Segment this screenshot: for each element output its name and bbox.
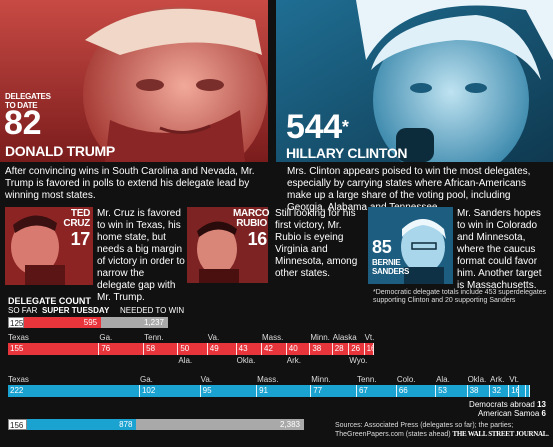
dem-super-tuesday-bar: 878 [27, 419, 137, 430]
gop-label-ga: Ga. [99, 333, 113, 342]
trump-name: DONALD TRUMP [5, 143, 115, 159]
gop-label-vt: Vt. [364, 333, 375, 342]
gop-bar-tenn: 58 [144, 343, 179, 355]
clinton-name: HILLARY CLINTON [286, 145, 408, 161]
dem-bar-texas: 222 [8, 385, 140, 397]
dem-totals-bar: 156 878 2,383 [8, 419, 304, 430]
trump-photo [0, 0, 268, 162]
dem-bar-tenn: 67 [356, 385, 397, 397]
gop-bar-va: 49 [207, 343, 237, 355]
dem-bar-ga: 102 [139, 385, 201, 397]
dem-bar-american-samoa [526, 385, 530, 397]
gop-label-wyo: Wyo. [349, 356, 368, 365]
gop-bar-texas: 155 [8, 343, 100, 355]
trump-delegates-label: DELEGATES TO DATE [5, 92, 51, 110]
super-tuesday-label: SUPER TUESDAY [42, 306, 110, 315]
sanders-photo [368, 207, 453, 284]
dem-bar-okla: 38 [467, 385, 491, 397]
dem-label-ga: Ga. [139, 375, 153, 384]
gop-label-okla: Okla. [236, 356, 256, 365]
gop-needed-bar: 1,237 [101, 317, 168, 328]
dem-label-tenn: Tenn. [356, 375, 377, 384]
source-note: Sources: Associated Press (delegates so … [335, 422, 549, 438]
dem-bar-ala: 53 [436, 385, 468, 397]
dem-extra-labels: Democrats abroad 13 American Samoa 6 [469, 400, 546, 418]
rubio-photo [187, 207, 268, 283]
gop-bar-minn: 38 [310, 343, 333, 355]
gop-bar-ala: 50 [178, 343, 208, 355]
gop-label-va: Va. [207, 333, 220, 342]
gop-label-tenn: Tenn. [144, 333, 164, 342]
rubio-text: Still looking for his first victory, Mr.… [275, 208, 358, 279]
needed-to-win-label: NEEDED TO WIN [120, 306, 185, 315]
cruz-text: Mr. Cruz is favored to win in Texas, his… [97, 208, 185, 303]
gop-bar-okla: 43 [236, 343, 262, 355]
gop-bar-ga: 76 [99, 343, 145, 355]
trump-blurb: After convincing wins in South Carolina … [5, 166, 255, 201]
rubio-label: MARCO RUBIO [233, 208, 270, 229]
trump-delegate-count: 82 [4, 104, 42, 142]
gop-bar-mass: 42 [262, 343, 287, 355]
clinton-asterisk: * [341, 117, 349, 137]
dem-bar-colo: 66 [396, 385, 437, 397]
dem-label-ark: Ark. [490, 375, 505, 384]
dem-bar-minn: 77 [311, 385, 357, 397]
gop-bar-vt: 16 [364, 343, 374, 355]
sanders-text: Mr. Sanders hopes to win in Colorado and… [457, 208, 542, 291]
dem-label-texas: Texas [8, 375, 29, 384]
cruz-photo [5, 207, 93, 285]
gop-label-mass: Mass. [262, 333, 284, 342]
sanders-label: BERNIE SANDERS [372, 258, 410, 276]
gop-states-bar: Texas Ga. Tenn. Va. Mass. Minn. Alaska Vt. 155 7… [8, 333, 374, 365]
gop-totals-bar: 125 595 1,237 [8, 317, 168, 328]
gop-label-alaska: Alaska [332, 333, 357, 342]
gop-label-ala: Ala. [178, 356, 193, 365]
so-far-label: SO FAR [8, 306, 38, 315]
clinton-photo [276, 0, 553, 162]
wsj-logo: THE WALL STREET JOURNAL. [452, 430, 549, 438]
gop-label-texas: Texas [8, 333, 29, 342]
dem-states-bar: Texas Ga. Va. Mass. Minn. Tenn. Colo. Ala. Okla.… [8, 375, 530, 397]
dem-bar-mass: 91 [257, 385, 312, 397]
gop-bar-wyo: 26 [349, 343, 365, 355]
dem-label-mass: Mass. [257, 375, 279, 384]
rubio-count: 16 [247, 229, 268, 249]
dem-label-minn: Minn. [311, 375, 331, 384]
dem-label-okla: Okla. [467, 375, 487, 384]
delegate-count-title: DELEGATE COUNT [8, 296, 91, 306]
dem-label-vt: Vt. [509, 375, 519, 384]
clinton-delegate-count: 544* [286, 108, 349, 146]
dem-bar-ark: 32 [490, 385, 510, 397]
dem-so-far-bar: 156 [8, 419, 28, 430]
clinton-blurb: Mrs. Clinton appears poised to win the m… [287, 166, 531, 213]
gop-so-far-bar: 125 [8, 317, 25, 328]
gop-bar-alaska: 28 [332, 343, 350, 355]
dem-needed-bar: 2,383 [136, 419, 304, 430]
cruz-label: TED CRUZ [63, 208, 90, 229]
dem-bar-va: 95 [200, 385, 258, 397]
dem-label-va: Va. [200, 375, 213, 384]
gop-label-minn: Minn. [310, 333, 330, 342]
dem-bar-vt: 16 [509, 385, 519, 397]
gop-super-tuesday-bar: 595 [24, 317, 102, 328]
gop-label-ark: Ark. [286, 356, 301, 365]
cruz-count: 17 [70, 229, 91, 249]
democratic-footnote: *Democratic delegate totals include 453 … [373, 289, 547, 304]
gop-bar-ark: 40 [286, 343, 311, 355]
dem-bar-democrats-abroad [518, 385, 527, 397]
dem-label-colo: Colo. [396, 375, 416, 384]
dem-label-ala: Ala. [436, 375, 450, 384]
sanders-count: 85 [372, 237, 392, 257]
